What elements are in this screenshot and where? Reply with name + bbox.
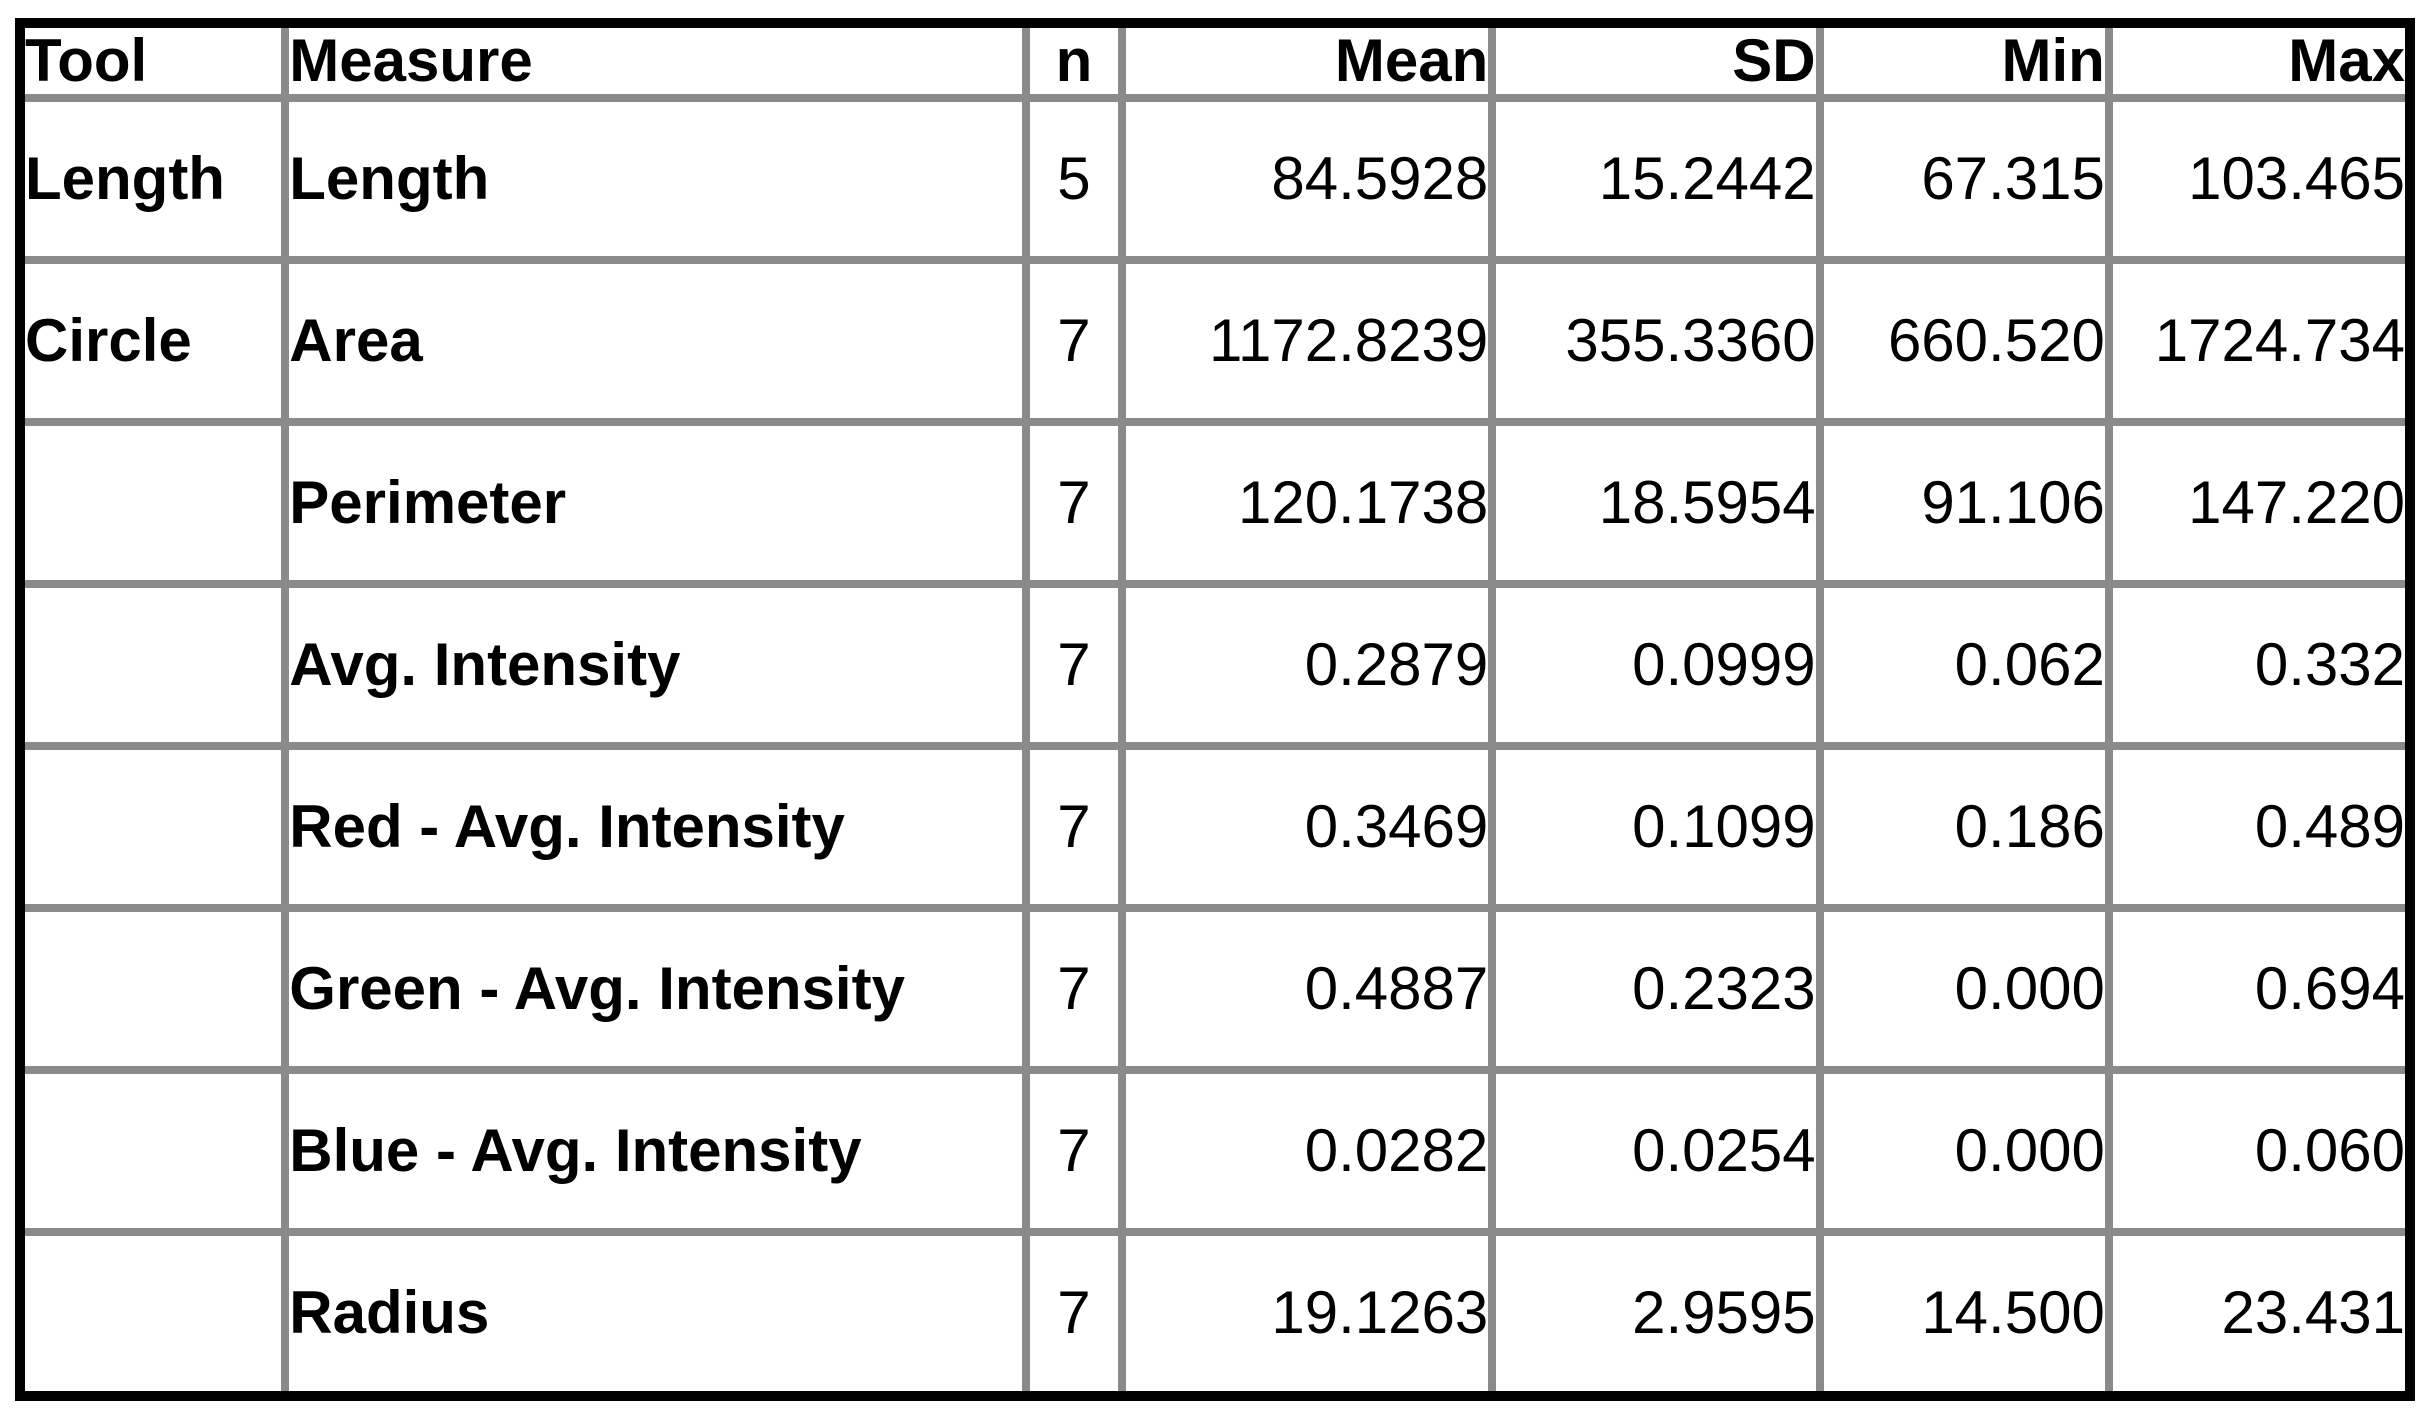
table-row: Length Length 5 84.5928 15.2442 67.315 1…: [15, 94, 2415, 264]
table-row: Red - Avg. Intensity 7 0.3469 0.1099 0.1…: [15, 741, 2415, 912]
cell-sd: 2.9595: [1488, 1227, 1824, 1401]
cell-min: 660.520: [1815, 255, 2113, 426]
table-row: Blue - Avg. Intensity 7 0.0282 0.0254 0.…: [15, 1065, 2415, 1236]
cell-sd: 355.3360: [1488, 255, 1824, 426]
cell-n: 5: [1022, 94, 1126, 264]
cell-tool: [15, 417, 290, 588]
cell-max: 23.431: [2104, 1227, 2415, 1401]
cell-tool: Length: [15, 94, 290, 264]
cell-tool: [15, 1065, 290, 1236]
table-row: Perimeter 7 120.1738 18.5954 91.106 147.…: [15, 417, 2415, 588]
table-row: Radius 7 19.1263 2.9595 14.500 23.431: [15, 1227, 2415, 1401]
cell-max: 0.489: [2104, 741, 2415, 912]
cell-measure: Avg. Intensity: [281, 579, 1031, 750]
cell-max: 0.332: [2104, 579, 2415, 750]
cell-measure: Length: [281, 94, 1031, 264]
cell-measure: Radius: [281, 1227, 1031, 1401]
cell-n: 7: [1022, 1227, 1126, 1401]
header-row: Tool Measure n Mean SD Min Max: [15, 19, 2415, 102]
cell-tool: [15, 903, 290, 1074]
cell-max: 1724.734: [2104, 255, 2415, 426]
cell-n: 7: [1022, 741, 1126, 912]
cell-sd: 0.2323: [1488, 903, 1824, 1074]
column-header-sd: SD: [1488, 19, 1824, 102]
table-row: Circle Area 7 1172.8239 355.3360 660.520…: [15, 255, 2415, 426]
cell-mean: 19.1263: [1117, 1227, 1497, 1401]
column-header-min: Min: [1815, 19, 2113, 102]
table-row: Green - Avg. Intensity 7 0.4887 0.2323 0…: [15, 903, 2415, 1074]
cell-min: 14.500: [1815, 1227, 2113, 1401]
column-header-max: Max: [2104, 19, 2415, 102]
cell-max: 103.465: [2104, 94, 2415, 264]
cell-tool: Circle: [15, 255, 290, 426]
cell-sd: 18.5954: [1488, 417, 1824, 588]
cell-n: 7: [1022, 903, 1126, 1074]
cell-min: 0.000: [1815, 1065, 2113, 1236]
cell-n: 7: [1022, 579, 1126, 750]
cell-n: 7: [1022, 417, 1126, 588]
cell-n: 7: [1022, 255, 1126, 426]
cell-min: 0.000: [1815, 903, 2113, 1074]
cell-n: 7: [1022, 1065, 1126, 1236]
cell-sd: 0.0254: [1488, 1065, 1824, 1236]
measurement-statistics-table: Tool Measure n Mean SD Min Max Length Le…: [15, 18, 2415, 1401]
cell-measure: Red - Avg. Intensity: [281, 741, 1031, 912]
cell-sd: 0.1099: [1488, 741, 1824, 912]
statistics-table-container: Tool Measure n Mean SD Min Max Length Le…: [15, 18, 2415, 1401]
cell-max: 0.694: [2104, 903, 2415, 1074]
column-header-n: n: [1022, 19, 1126, 102]
table-row: Avg. Intensity 7 0.2879 0.0999 0.062 0.3…: [15, 579, 2415, 750]
column-header-mean: Mean: [1117, 19, 1497, 102]
cell-mean: 0.0282: [1117, 1065, 1497, 1236]
cell-sd: 0.0999: [1488, 579, 1824, 750]
cell-max: 147.220: [2104, 417, 2415, 588]
cell-measure: Green - Avg. Intensity: [281, 903, 1031, 1074]
cell-mean: 1172.8239: [1117, 255, 1497, 426]
cell-max: 0.060: [2104, 1065, 2415, 1236]
cell-mean: 0.3469: [1117, 741, 1497, 912]
cell-mean: 0.2879: [1117, 579, 1497, 750]
cell-sd: 15.2442: [1488, 94, 1824, 264]
cell-measure: Area: [281, 255, 1031, 426]
cell-measure: Perimeter: [281, 417, 1031, 588]
cell-measure: Blue - Avg. Intensity: [281, 1065, 1031, 1236]
cell-mean: 0.4887: [1117, 903, 1497, 1074]
column-header-tool: Tool: [15, 19, 290, 102]
cell-mean: 84.5928: [1117, 94, 1497, 264]
cell-tool: [15, 741, 290, 912]
cell-min: 0.186: [1815, 741, 2113, 912]
cell-tool: [15, 1227, 290, 1401]
cell-tool: [15, 579, 290, 750]
cell-mean: 120.1738: [1117, 417, 1497, 588]
cell-min: 0.062: [1815, 579, 2113, 750]
cell-min: 91.106: [1815, 417, 2113, 588]
cell-min: 67.315: [1815, 94, 2113, 264]
column-header-measure: Measure: [281, 19, 1031, 102]
